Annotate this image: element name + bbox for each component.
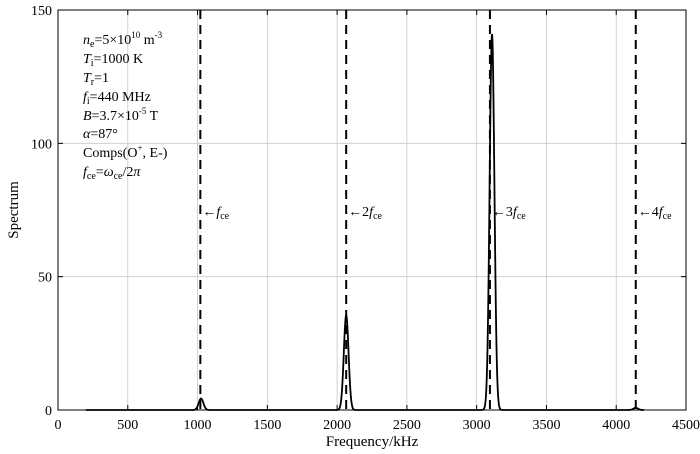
y-tick-label: 50 bbox=[38, 271, 52, 286]
grid-lines bbox=[58, 10, 686, 410]
harmonic-marker-label: ←2fce bbox=[348, 205, 382, 222]
x-tick-label: 3500 bbox=[532, 418, 560, 433]
x-tick-label: 500 bbox=[117, 418, 138, 433]
x-tick-label: 0 bbox=[55, 418, 62, 433]
param-ion-temperature: Ti=1000 K bbox=[83, 52, 143, 69]
param-temperature-ratio: Tr=1 bbox=[83, 71, 109, 88]
x-tick-label: 4500 bbox=[672, 418, 700, 433]
x-tick-label: 1000 bbox=[184, 418, 212, 433]
param-components: Comps(O+, E-) bbox=[83, 143, 168, 161]
param-magnetic-field: B=3.7×10-5 T bbox=[83, 106, 159, 124]
parameter-legend: ne=5×1010 m-3 Ti=1000 K Tr=1 fi=440 MHz … bbox=[83, 30, 168, 182]
param-aspect-angle: α=87° bbox=[83, 127, 118, 142]
harmonic-marker-label: ←fce bbox=[202, 205, 229, 222]
param-radar-frequency: fi=440 MHz bbox=[83, 90, 151, 107]
y-axis-title: Spectrum bbox=[6, 181, 22, 239]
y-tick-label: 100 bbox=[31, 137, 52, 152]
y-tick-label: 0 bbox=[45, 404, 52, 419]
harmonic-marker-label: ←3fce bbox=[492, 205, 526, 222]
harmonic-markers: ←fce ←2fce ←3fce ←4fce bbox=[199, 10, 672, 410]
x-axis-title: Frequency/kHz bbox=[326, 434, 419, 450]
param-electron-density: ne=5×1010 m-3 bbox=[83, 30, 163, 50]
x-tick-label: 3000 bbox=[463, 418, 491, 433]
x-tick-label: 1500 bbox=[253, 418, 281, 433]
y-tick-label: 150 bbox=[31, 4, 52, 19]
harmonic-marker-label: ←4fce bbox=[638, 205, 672, 222]
x-tick-label: 2500 bbox=[393, 418, 421, 433]
x-tick-label: 2000 bbox=[323, 418, 351, 433]
param-gyrofrequency-definition: fce=ωce/2π bbox=[83, 165, 141, 182]
spectrum-line bbox=[85, 33, 645, 411]
x-tick-label: 4000 bbox=[602, 418, 630, 433]
axis-ticks: 0 500 1000 1500 2000 2500 3000 3500 4000 4500 0 50 1… bbox=[31, 4, 700, 433]
